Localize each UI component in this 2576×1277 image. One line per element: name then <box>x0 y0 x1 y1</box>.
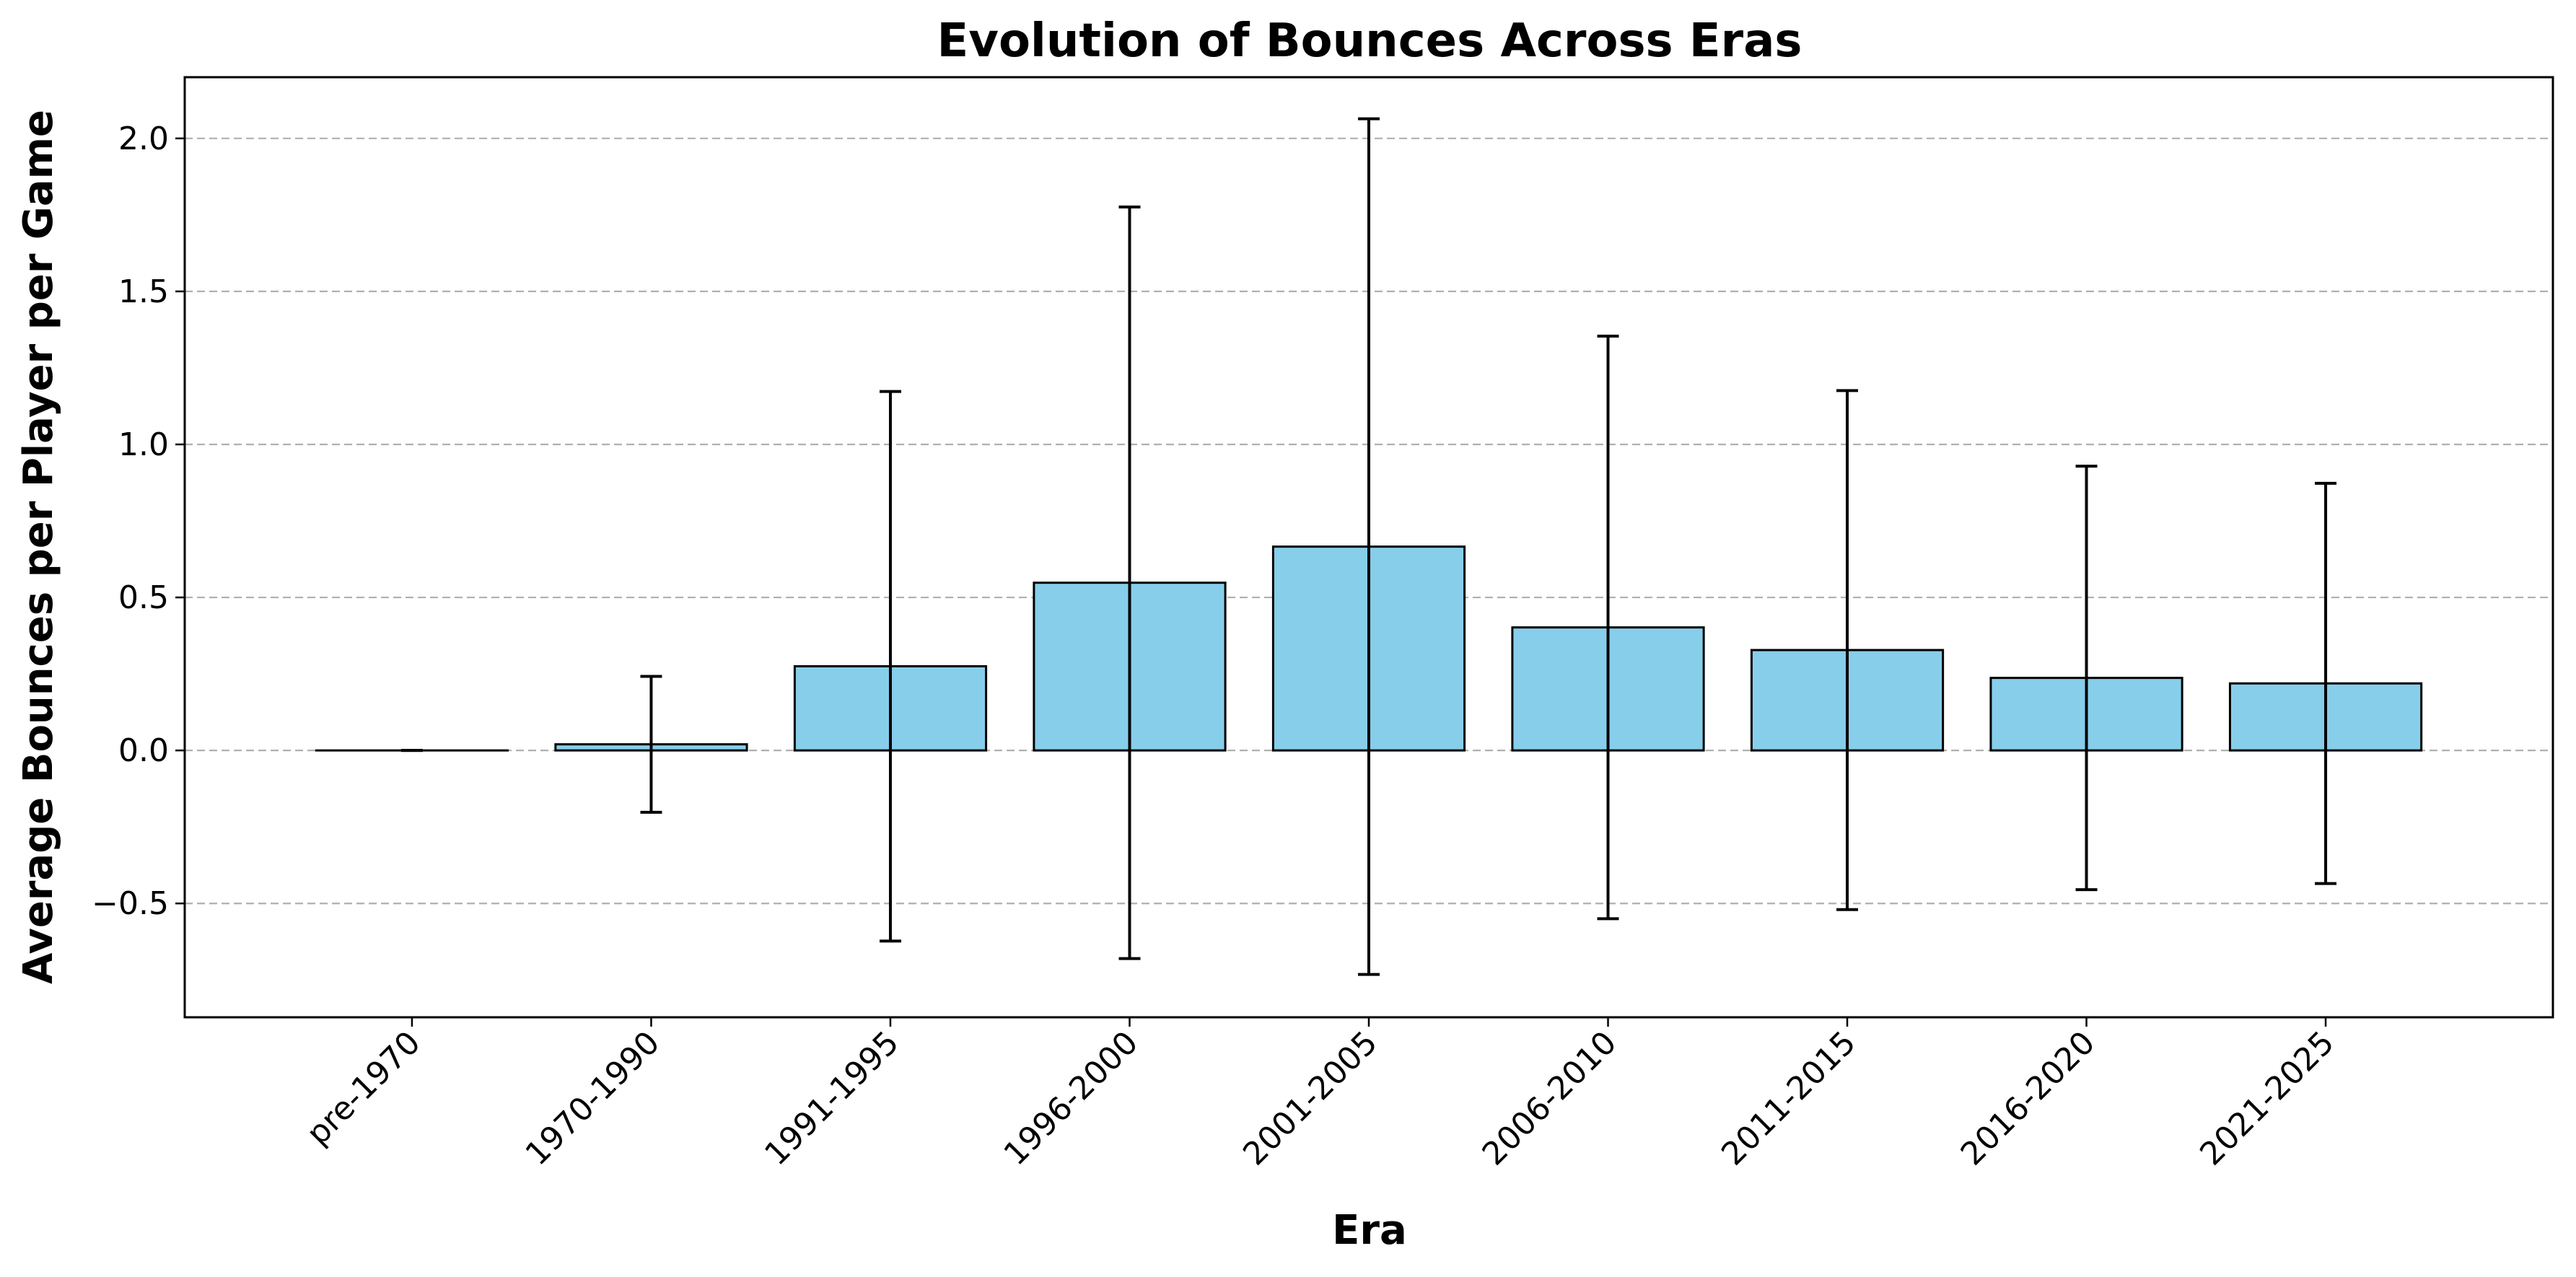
x-axis-ticks: pre-1970 1970-1990 1991-1995 1996-2000 2001-… <box>299 1017 2341 1172</box>
y-axis-label: Average Bounces per Player per Game <box>15 110 62 984</box>
x-tick-label: 1970-1990 <box>519 1024 667 1173</box>
y-tick-label: −0.5 <box>92 885 169 922</box>
x-tick-label: pre-1970 <box>299 1024 427 1152</box>
x-axis-label: Era <box>1332 1207 1407 1254</box>
x-tick-label: 2016-2020 <box>1954 1024 2103 1173</box>
x-tick-label: 2001-2005 <box>1236 1024 1385 1173</box>
error-bars <box>400 117 2337 976</box>
y-tick-label: 1.5 <box>118 273 169 310</box>
y-tick-label: 0.5 <box>118 579 169 616</box>
y-tick-label: 2.0 <box>118 120 169 157</box>
x-tick-label: 2011-2015 <box>1714 1024 1863 1173</box>
x-tick-label: 2021-2025 <box>2193 1024 2341 1173</box>
y-tick-label: 0.0 <box>118 732 169 769</box>
y-axis-ticks: −0.5 0.0 0.5 1.0 1.5 2.0 <box>92 120 185 922</box>
x-tick-label: 1991-1995 <box>758 1024 906 1173</box>
y-tick-label: 1.0 <box>118 426 169 463</box>
x-tick-label: 2006-2010 <box>1476 1024 1624 1173</box>
x-tick-label: 1996-2000 <box>997 1024 1146 1173</box>
chart-title: Evolution of Bounces Across Eras <box>937 14 1802 68</box>
